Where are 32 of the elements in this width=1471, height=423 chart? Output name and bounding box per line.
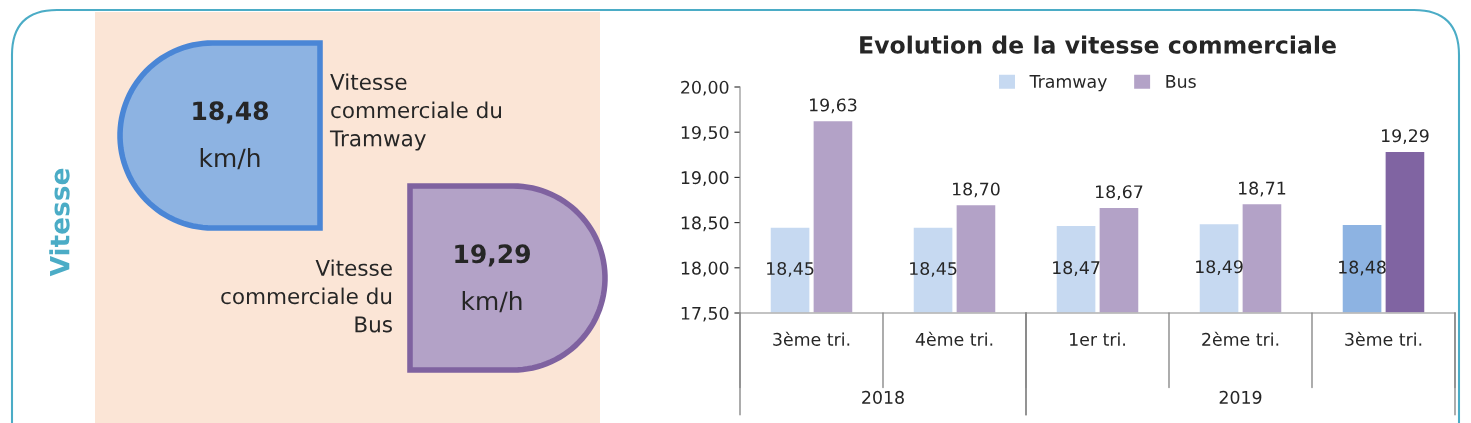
- x-tick-label: 1er tri.: [1070, 332, 1125, 346]
- y-tick-label: 19,00: [681, 171, 729, 187]
- x-tick-label: 3ème tri.: [1345, 331, 1422, 346]
- y-tick-label: 17,50: [681, 306, 729, 322]
- data-label: 18,67: [1096, 185, 1143, 201]
- text: Vitesse commerciale du Tramway: [329, 73, 501, 151]
- x-tick-label: 3ème tri.: [773, 331, 850, 346]
- text: 2018: [862, 390, 904, 404]
- text: 2019: [1219, 390, 1262, 404]
- data-label: 18,45: [910, 261, 957, 277]
- text: Vitesse: [49, 168, 70, 277]
- data-label: 18,71: [1239, 181, 1286, 197]
- text: 19,29: [455, 244, 530, 267]
- legend-label: Tramway: [1029, 75, 1107, 92]
- text: km/h: [462, 290, 522, 313]
- data-label: 18,70: [953, 182, 1000, 198]
- data-label: 18,49: [1196, 260, 1243, 276]
- data-label: 18,47: [1053, 261, 1100, 276]
- x-tick-label: 4ème tri.: [915, 331, 993, 346]
- legend-label: Bus: [1166, 75, 1196, 88]
- data-label: 18,45: [767, 261, 814, 277]
- x-tick-label: 2ème tri.: [1202, 331, 1279, 346]
- text: km/h: [200, 147, 260, 170]
- data-label: 19,63: [810, 98, 857, 114]
- y-tick-label: 19,50: [681, 125, 729, 141]
- text: 18,48: [193, 101, 268, 124]
- text: Vitesse commerciale du Bus: [221, 259, 392, 333]
- chart-title: Evolution de la vitesse commerciale: [860, 35, 1336, 54]
- y-tick-label: 20,00: [681, 80, 729, 96]
- y-tick-label: 18,00: [681, 261, 729, 277]
- y-tick-label: 18,50: [681, 216, 729, 232]
- data-label: 19,29: [1382, 129, 1429, 145]
